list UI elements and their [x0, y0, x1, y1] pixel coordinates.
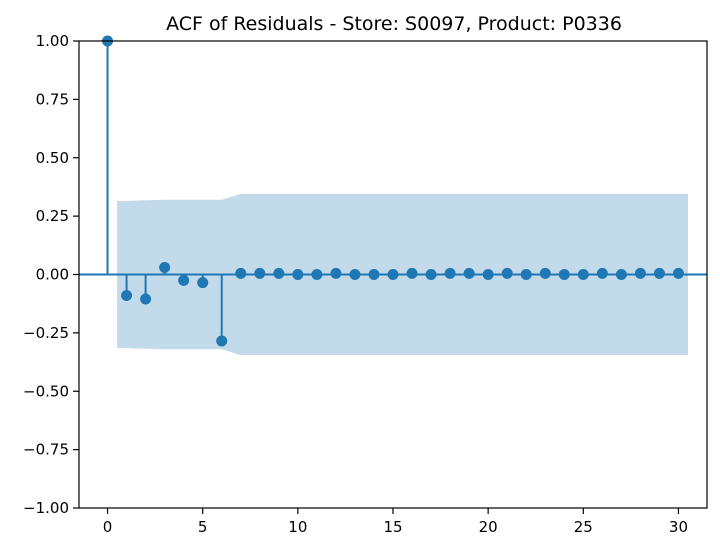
acf-point	[539, 267, 551, 279]
x-tick-label: 25	[574, 518, 593, 536]
acf-point	[577, 269, 589, 280]
chart-marks-layer	[79, 35, 707, 347]
acf-point	[520, 269, 532, 280]
chart-title: ACF of Residuals - Store: S0097, Product…	[166, 13, 622, 35]
acf-point	[615, 269, 627, 280]
axes-layer: −1.00 −0.75 −0.50 −0.25 0.00 0.25 0.50 0.75 1.00…	[23, 32, 708, 536]
y-tick-label: −1.00	[23, 499, 69, 517]
acf-point	[349, 269, 361, 280]
y-tick-label: 1.00	[36, 32, 69, 50]
acf-point	[558, 269, 570, 280]
acf-point	[368, 269, 380, 280]
acf-point	[444, 267, 456, 279]
x-tick-label: 20	[479, 518, 498, 536]
acf-point	[121, 290, 133, 302]
x-tick-label: 5	[198, 518, 208, 536]
acf-point	[596, 267, 608, 279]
acf-point	[672, 267, 684, 279]
y-tick-label: 0.75	[36, 90, 69, 108]
y-tick-label: 0.50	[36, 149, 69, 167]
x-tick-label: 10	[288, 518, 307, 536]
acf-point	[178, 274, 190, 286]
acf-point	[216, 335, 228, 347]
acf-point	[273, 267, 285, 279]
acf-point	[463, 267, 475, 279]
y-tick-label: −0.25	[23, 324, 69, 342]
x-tick-label: 30	[669, 518, 688, 536]
acf-point	[140, 293, 152, 305]
acf-point	[482, 269, 494, 280]
x-tick-label: 15	[383, 518, 402, 536]
y-tick-label: 0.25	[36, 207, 69, 225]
acf-point	[501, 267, 513, 279]
acf-point	[311, 269, 323, 280]
y-tick-label: 0.00	[36, 266, 69, 284]
acf-point	[406, 267, 418, 279]
y-tick-label: −0.50	[23, 382, 69, 400]
acf-point	[425, 269, 437, 280]
acf-point	[387, 269, 399, 280]
acf-point	[292, 269, 304, 280]
acf-point	[159, 261, 171, 273]
acf-point	[653, 267, 665, 279]
acf-point	[330, 267, 342, 279]
y-tick-label: −0.75	[23, 441, 69, 459]
acf-point	[197, 277, 209, 289]
acf-point	[235, 267, 247, 279]
acf-point	[254, 267, 266, 279]
acf-point	[634, 267, 646, 279]
x-tick-label: 0	[103, 518, 113, 536]
